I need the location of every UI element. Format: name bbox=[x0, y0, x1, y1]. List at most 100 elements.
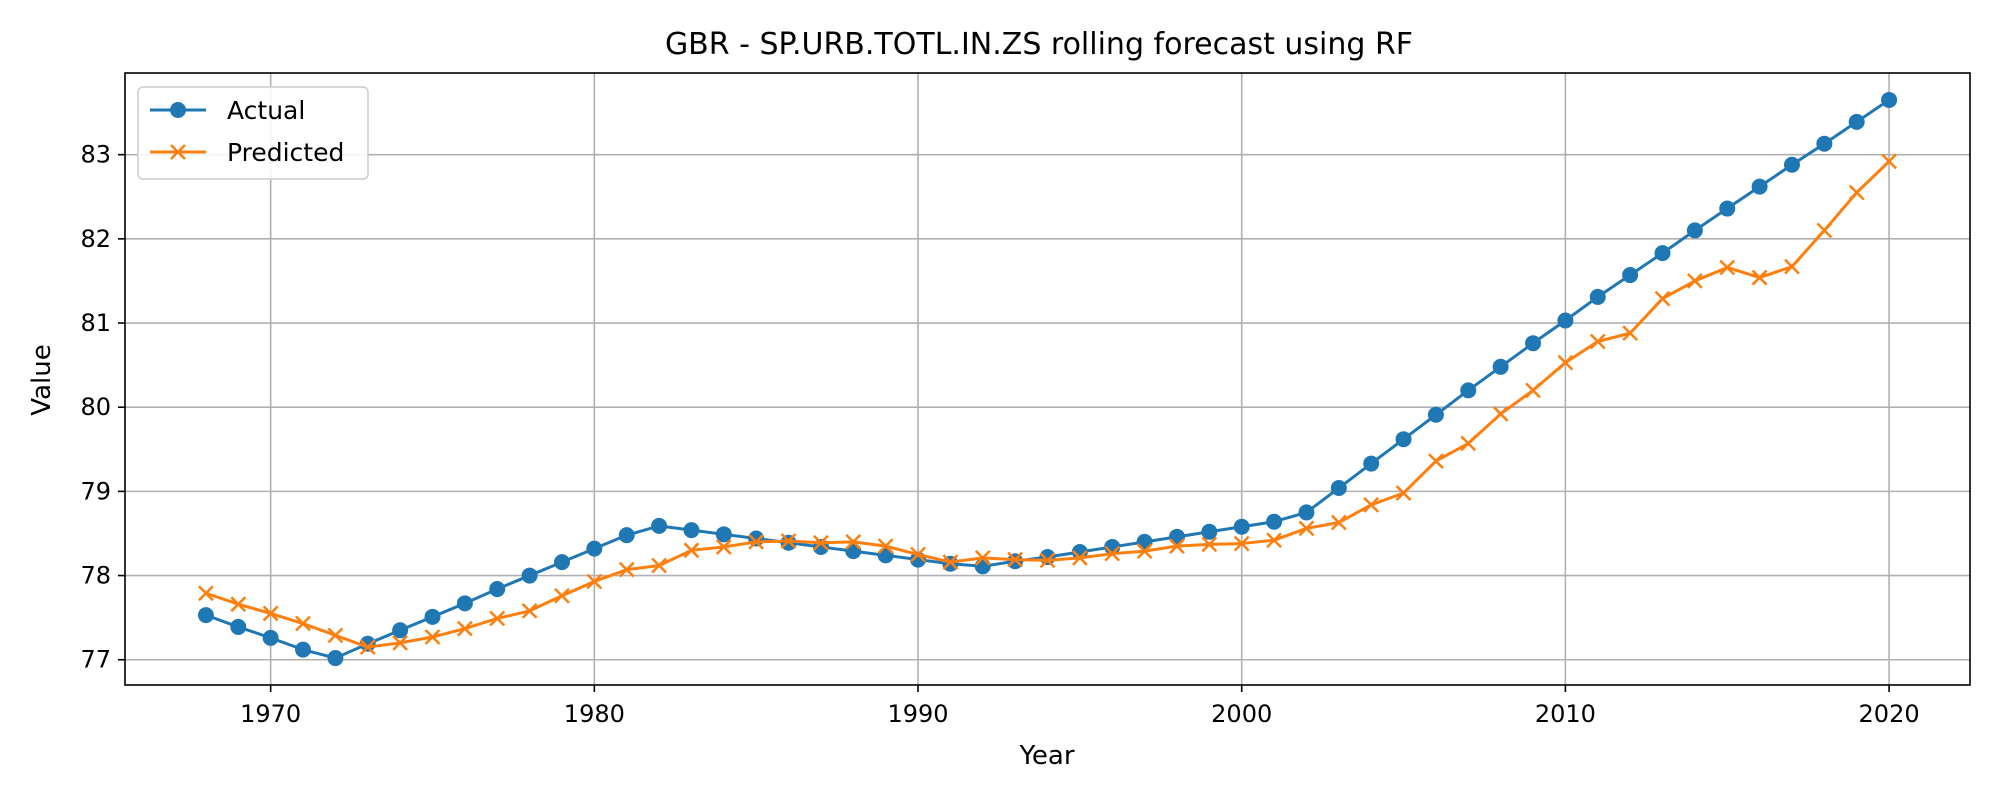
data-point-predicted bbox=[1266, 532, 1282, 549]
data-point-actual bbox=[877, 547, 894, 564]
data-point-predicted bbox=[1654, 290, 1671, 307]
data-point-actual bbox=[1492, 358, 1509, 375]
legend-label-predicted: Predicted bbox=[227, 138, 344, 167]
data-point-predicted bbox=[1460, 435, 1477, 452]
data-point-actual bbox=[618, 527, 635, 544]
data-point-actual bbox=[1201, 523, 1218, 540]
data-point-actual bbox=[1589, 288, 1606, 305]
x-axis: 1970 1980 1990 2000 2010 2020 bbox=[240, 685, 1920, 728]
data-point-predicted bbox=[1784, 258, 1800, 275]
data-point-actual bbox=[1168, 528, 1185, 545]
data-point-actual bbox=[197, 607, 214, 624]
plot-frame bbox=[124, 72, 1971, 686]
data-point-actual bbox=[262, 629, 279, 646]
data-point-predicted bbox=[748, 534, 765, 550]
data-point-predicted bbox=[1589, 333, 1606, 350]
data-point-actual bbox=[683, 522, 700, 539]
data-point-actual bbox=[651, 517, 668, 534]
x-tick-label: 1970 bbox=[240, 700, 301, 728]
data-point-predicted bbox=[1201, 536, 1218, 553]
data-point-predicted bbox=[845, 534, 862, 550]
data-point-predicted bbox=[1525, 382, 1541, 399]
data-point-predicted bbox=[1816, 222, 1833, 239]
data-point-predicted bbox=[295, 615, 311, 632]
x-tick-label: 1980 bbox=[564, 700, 625, 728]
data-point-predicted bbox=[1330, 514, 1347, 531]
data-point-predicted bbox=[456, 620, 473, 637]
series-predicted bbox=[198, 153, 1897, 656]
data-point-predicted bbox=[424, 629, 441, 645]
chart-title: GBR - SP.URB.TOTL.IN.ZS rolling forecast… bbox=[665, 27, 1413, 62]
legend-label-actual: Actual bbox=[227, 96, 305, 125]
data-point-predicted bbox=[1363, 496, 1380, 513]
data-point-predicted bbox=[1233, 535, 1250, 552]
data-point-actual bbox=[845, 543, 862, 560]
y-tick-label: 83 bbox=[80, 141, 111, 169]
data-point-predicted bbox=[554, 587, 570, 604]
grid bbox=[125, 73, 1970, 685]
data-point-actual bbox=[1783, 156, 1800, 173]
legend-marker-predicted bbox=[170, 144, 186, 160]
data-point-predicted bbox=[1686, 273, 1703, 289]
data-point-predicted bbox=[1492, 406, 1509, 422]
data-point-actual bbox=[1881, 91, 1898, 108]
data-point-actual bbox=[1363, 455, 1380, 472]
data-point-actual bbox=[1719, 200, 1736, 217]
data-point-actual bbox=[1816, 135, 1833, 152]
data-point-predicted bbox=[359, 639, 376, 656]
data-point-predicted bbox=[974, 550, 991, 566]
data-point-actual bbox=[230, 618, 247, 635]
data-point-predicted bbox=[910, 546, 926, 563]
x-axis-label: Year bbox=[1018, 741, 1074, 771]
data-point-predicted bbox=[327, 627, 344, 644]
data-point-actual bbox=[586, 540, 603, 557]
data-point-predicted bbox=[813, 534, 829, 551]
data-point-actual bbox=[1751, 178, 1768, 195]
data-point-predicted bbox=[1622, 325, 1639, 342]
data-point-predicted bbox=[683, 542, 700, 559]
data-point-predicted bbox=[780, 533, 797, 549]
y-axis: 77 78 79 80 81 82 83 bbox=[80, 141, 125, 674]
data-point-actual bbox=[715, 526, 732, 543]
x-tick-label: 2020 bbox=[1859, 700, 1920, 728]
data-point-predicted bbox=[715, 539, 732, 555]
data-point-actual bbox=[553, 554, 570, 571]
x-tick-label: 2000 bbox=[1211, 700, 1272, 728]
data-point-actual bbox=[1039, 549, 1056, 566]
data-point-predicted bbox=[262, 605, 279, 622]
data-point-predicted bbox=[1848, 184, 1865, 201]
data-point-actual bbox=[1622, 267, 1639, 284]
data-point-actual bbox=[1136, 533, 1153, 550]
data-point-predicted bbox=[1104, 545, 1121, 562]
data-point-actual bbox=[1654, 245, 1671, 262]
data-point-predicted bbox=[392, 635, 409, 651]
data-point-predicted bbox=[489, 610, 506, 627]
data-point-predicted bbox=[618, 561, 635, 578]
legend-marker-actual bbox=[170, 102, 186, 118]
data-point-actual bbox=[295, 641, 312, 658]
data-point-predicted bbox=[1395, 485, 1412, 501]
data-point-actual bbox=[392, 622, 409, 639]
data-point-actual bbox=[1557, 312, 1574, 329]
y-tick-label: 79 bbox=[80, 477, 111, 505]
series-layer bbox=[197, 91, 1898, 667]
data-point-predicted bbox=[942, 554, 959, 570]
data-point-predicted bbox=[1751, 269, 1768, 286]
data-point-actual bbox=[1266, 513, 1283, 530]
data-point-predicted bbox=[1298, 520, 1315, 537]
data-point-actual bbox=[1848, 113, 1865, 130]
data-point-predicted bbox=[586, 573, 603, 590]
data-point-actual bbox=[456, 595, 473, 612]
data-point-actual bbox=[1525, 335, 1542, 352]
data-point-actual bbox=[1298, 504, 1315, 521]
data-point-predicted bbox=[1039, 552, 1056, 569]
data-point-predicted bbox=[230, 596, 247, 613]
data-point-predicted bbox=[651, 557, 667, 574]
data-point-actual bbox=[1330, 480, 1347, 497]
data-point-actual bbox=[327, 650, 344, 667]
data-point-predicted bbox=[1881, 153, 1897, 170]
data-point-predicted bbox=[198, 585, 214, 602]
x-tick-label: 1990 bbox=[887, 700, 948, 728]
data-point-predicted bbox=[1428, 453, 1444, 469]
